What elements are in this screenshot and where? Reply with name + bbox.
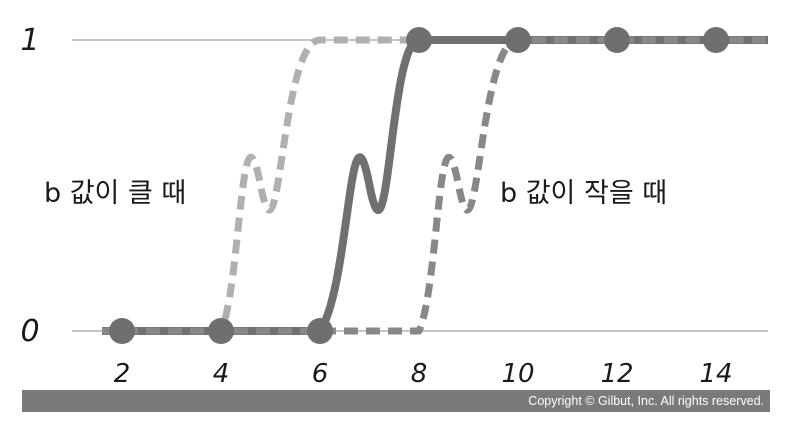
data-point bbox=[505, 27, 531, 53]
annotation-large-b: b 값이 클 때 bbox=[44, 178, 186, 209]
x-tick-label: 8 bbox=[411, 359, 428, 389]
x-tick-label: 6 bbox=[312, 359, 329, 389]
data-point bbox=[208, 318, 234, 344]
annotation-small-b: b 값이 작을 때 bbox=[500, 178, 667, 209]
y-tick-label: 0 bbox=[20, 314, 39, 349]
data-point bbox=[604, 27, 630, 53]
x-tick-label: 14 bbox=[699, 359, 732, 389]
y-tick-label: 1 bbox=[20, 23, 39, 58]
curve-small-b bbox=[102, 36, 768, 335]
x-tick-label: 10 bbox=[501, 359, 534, 389]
data-point bbox=[307, 318, 333, 344]
curve-reference bbox=[102, 36, 768, 335]
copyright-text: Copyright © Gilbut, Inc. All rights rese… bbox=[528, 394, 764, 408]
x-tick-label: 12 bbox=[600, 359, 633, 389]
curve-large-b bbox=[102, 36, 768, 335]
data-point bbox=[703, 27, 729, 53]
x-tick-label: 2 bbox=[114, 359, 131, 389]
data-point bbox=[109, 318, 135, 344]
x-tick-label: 4 bbox=[213, 359, 230, 389]
copyright-bar: Copyright © Gilbut, Inc. All rights rese… bbox=[22, 390, 770, 412]
data-point bbox=[406, 27, 432, 53]
